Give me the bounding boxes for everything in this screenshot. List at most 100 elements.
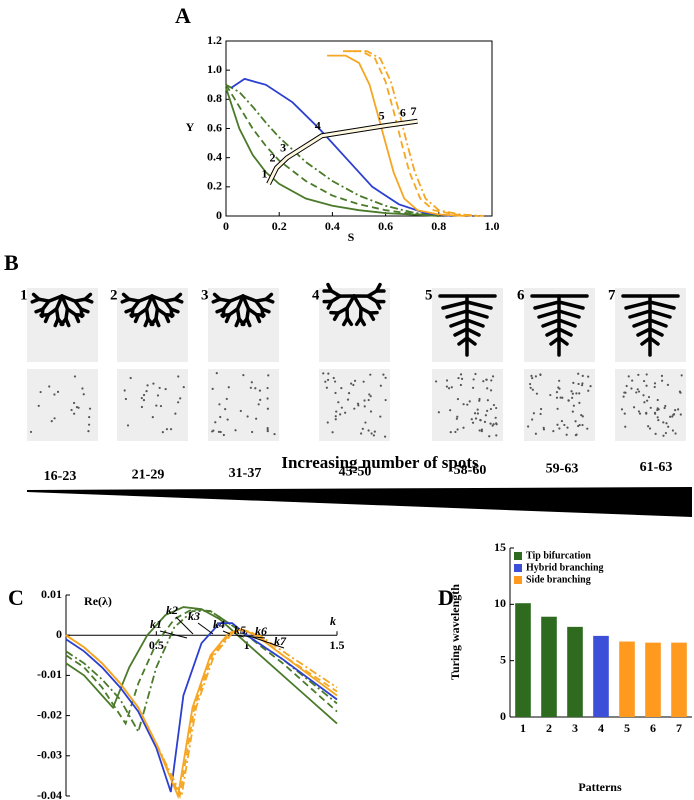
curve [348, 50, 485, 217]
spot [566, 426, 569, 429]
spot [445, 379, 449, 382]
spot [669, 415, 672, 418]
branch [169, 307, 180, 314]
spot-range: 58-60 [454, 463, 487, 478]
spot [484, 414, 487, 417]
spot [662, 434, 665, 437]
spot [495, 434, 498, 437]
spot [350, 382, 353, 385]
x-axis-label: S [348, 230, 355, 244]
peak-arrow [251, 636, 285, 649]
spot [494, 416, 497, 419]
spot-image [615, 369, 686, 441]
spot [73, 412, 76, 415]
spot [267, 374, 270, 377]
peak-arrow [197, 622, 214, 635]
spot [140, 396, 143, 400]
spot [77, 406, 80, 409]
x-tick-label: 0.6 [378, 219, 393, 233]
spot [259, 398, 262, 401]
spot [352, 383, 355, 387]
spot [142, 399, 146, 402]
y-tick-label: -0.01 [37, 667, 62, 681]
spot [145, 390, 148, 393]
spot [555, 396, 559, 399]
spot [379, 415, 382, 418]
image-label: 1 [20, 287, 28, 303]
spot [646, 399, 649, 402]
curve [65, 629, 338, 800]
spot [488, 435, 491, 438]
spot [535, 392, 539, 395]
spot [266, 429, 269, 433]
spot [561, 396, 564, 399]
spot [445, 385, 448, 388]
spot [474, 372, 477, 376]
branch [173, 292, 183, 302]
spot [527, 425, 530, 428]
spot [565, 433, 568, 436]
spot [339, 413, 342, 416]
spot [217, 430, 221, 433]
spot [356, 402, 360, 405]
side-branch [557, 318, 577, 328]
x-tick-label: 3 [572, 721, 578, 735]
curve [65, 629, 338, 799]
spot [624, 425, 627, 428]
side-branch [465, 318, 485, 328]
spot [353, 407, 356, 410]
spot [636, 388, 639, 391]
side-branch [445, 309, 469, 319]
spot [383, 435, 387, 438]
peak-label: k4 [213, 617, 225, 631]
side-branch [537, 309, 561, 319]
spot [363, 405, 366, 408]
spot [643, 401, 646, 404]
branch [60, 294, 77, 303]
spot [645, 411, 648, 414]
spot [227, 386, 230, 389]
spot [29, 430, 33, 434]
curve [65, 628, 338, 800]
point-label: 3 [280, 140, 286, 154]
panel-label: B [4, 250, 19, 275]
peak-label: k6 [255, 624, 267, 638]
x-tick-label: 1 [520, 721, 526, 735]
spot [234, 429, 237, 432]
spot [462, 426, 465, 429]
curve [65, 606, 338, 725]
panel-label: D [438, 585, 454, 610]
x-axis-label: k [330, 614, 336, 628]
spot [575, 392, 578, 395]
y-tick-label: 0.4 [207, 149, 222, 163]
spot [251, 430, 254, 434]
spot [367, 429, 370, 432]
image-label: 5 [425, 287, 433, 303]
spot [39, 390, 42, 394]
spot [161, 431, 164, 434]
spot [648, 427, 652, 430]
spot [434, 380, 438, 383]
spot [353, 379, 357, 382]
spot [679, 413, 682, 416]
spot [539, 412, 542, 416]
branch [64, 317, 71, 328]
spot [456, 397, 460, 401]
spot [528, 382, 532, 386]
spot [672, 413, 675, 416]
side-branch [557, 309, 581, 319]
spot [623, 391, 626, 394]
bar [515, 603, 531, 717]
branch [260, 307, 271, 314]
y-axis-label: Turing wavelength [448, 584, 462, 680]
spot [661, 379, 664, 382]
y-tick-label: 0 [500, 709, 506, 723]
spot [369, 410, 373, 413]
bar [567, 626, 583, 717]
spot [680, 374, 683, 377]
spot [620, 408, 624, 411]
spot-image [117, 369, 188, 441]
spot [637, 410, 641, 413]
spot [360, 432, 363, 435]
spot [334, 415, 337, 418]
